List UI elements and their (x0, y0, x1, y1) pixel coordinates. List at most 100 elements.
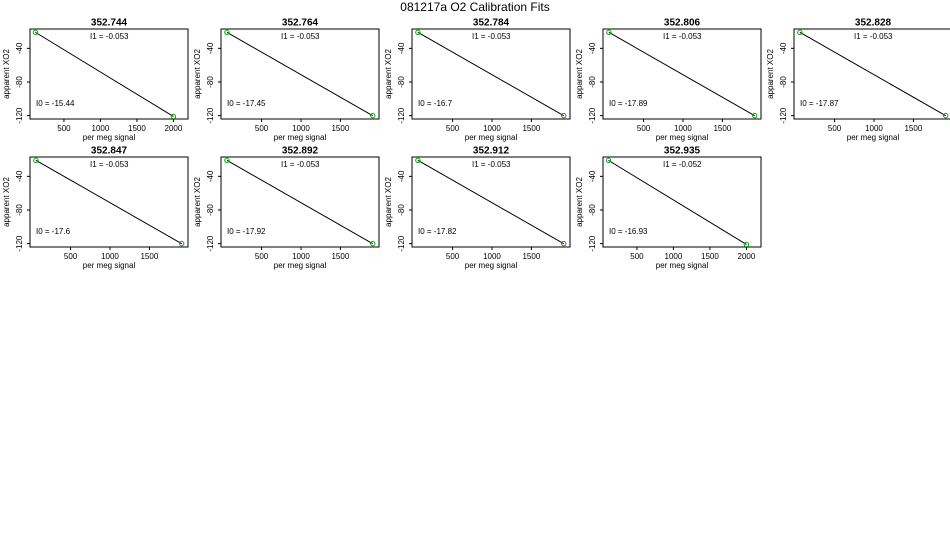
y-tick-label: -40 (588, 170, 597, 182)
annotation: I0 = -17.89 (609, 99, 648, 108)
y-axis-label: apparent XO2 (575, 177, 584, 227)
x-tick-label: 1500 (713, 124, 731, 133)
fit-line (226, 31, 373, 117)
plot-frame (411, 156, 571, 248)
y-tick-label: -120 (397, 107, 406, 124)
y-tick-label: -120 (588, 235, 597, 252)
plot-frame (220, 28, 380, 120)
x-tick-label: 1000 (674, 124, 692, 133)
plot-frame (29, 156, 189, 248)
x-axis-label: per meg signal (847, 133, 900, 142)
fit-line (35, 31, 174, 117)
y-tick-label: -120 (206, 107, 215, 124)
y-tick-label: -80 (206, 204, 215, 216)
annotation: I0 = -17.92 (227, 227, 266, 236)
data-point (415, 157, 421, 164)
data-point (224, 157, 230, 164)
data-point (32, 29, 39, 36)
data-point (942, 112, 949, 119)
y-tick-label: -80 (397, 204, 406, 216)
x-tick-label: 500 (446, 252, 460, 261)
plot-frame (411, 28, 571, 120)
annotation: I0 = -16.7 (418, 99, 453, 108)
x-axis-label: per meg signal (656, 133, 709, 142)
x-tick-label: 500 (446, 124, 460, 133)
x-tick-label: 1000 (292, 124, 310, 133)
data-point (560, 112, 567, 119)
y-tick-label: -120 (206, 235, 215, 252)
panel-title: 352.744 (91, 18, 128, 29)
y-tick-label: -80 (206, 76, 215, 88)
annotation: I1 = -0.053 (90, 32, 129, 41)
y-axis-label: apparent XO2 (193, 49, 202, 99)
fit-line (608, 31, 755, 117)
x-axis-label: per meg signal (274, 133, 327, 142)
x-tick-label: 1000 (483, 124, 501, 133)
x-tick-label: 1500 (140, 252, 158, 261)
y-tick-label: -40 (397, 170, 406, 182)
fit-line (226, 159, 373, 245)
x-tick-label: 1500 (331, 252, 349, 261)
x-tick-label: 1000 (865, 124, 883, 133)
data-point (606, 29, 612, 36)
x-axis-label: per meg signal (465, 133, 518, 142)
y-tick-label: -120 (15, 235, 24, 252)
plot-frame (793, 28, 950, 120)
annotation: I1 = -0.053 (472, 32, 511, 41)
x-tick-label: 500 (637, 124, 651, 133)
panel: 352.828 500 1000 1500 -40 -80 -120 per meg sign… (766, 18, 950, 142)
annotation: I1 = -0.053 (663, 32, 702, 41)
panel-title: 352.828 (855, 18, 892, 29)
fit-line (417, 159, 564, 245)
y-axis-label: apparent XO2 (193, 177, 202, 227)
y-axis-label: apparent XO2 (384, 177, 393, 227)
x-tick-label: 500 (255, 124, 269, 133)
panel-title: 352.764 (282, 18, 319, 29)
annotation: I1 = -0.053 (472, 160, 511, 169)
x-tick-label: 500 (64, 252, 78, 261)
y-tick-label: -80 (588, 76, 597, 88)
figure-title: 081217a O2 Calibration Fits (400, 0, 549, 14)
x-tick-label: 1500 (331, 124, 349, 133)
plot-frame (220, 156, 380, 248)
y-tick-label: -40 (15, 170, 24, 182)
plot-frame (29, 28, 189, 120)
x-axis-label: per meg signal (465, 261, 518, 270)
y-tick-label: -120 (779, 107, 788, 124)
annotation: I1 = -0.052 (663, 160, 702, 169)
plot-frame (602, 28, 762, 120)
panel-title: 352.784 (473, 18, 510, 29)
annotation: I0 = -17.87 (800, 99, 839, 108)
annotation: I0 = -16.93 (609, 227, 648, 236)
annotation: I1 = -0.053 (281, 160, 320, 169)
data-point (369, 112, 376, 119)
x-tick-label: 1000 (101, 252, 119, 261)
y-tick-label: -40 (15, 42, 24, 54)
x-tick-label: 500 (57, 124, 71, 133)
panel-title: 352.912 (473, 146, 510, 157)
data-point (224, 29, 230, 36)
y-tick-label: -80 (588, 204, 597, 216)
y-tick-label: -40 (397, 42, 406, 54)
data-point (560, 240, 567, 247)
annotation: I1 = -0.053 (90, 160, 129, 169)
x-axis-label: per meg signal (274, 261, 327, 270)
y-tick-label: -40 (588, 42, 597, 54)
panel: 352.784 500 1000 1500 -40 -80 -120 per meg sign… (384, 18, 571, 142)
data-point (605, 157, 612, 164)
fit-line (608, 159, 747, 245)
annotation: I1 = -0.053 (281, 32, 320, 41)
y-tick-label: -40 (206, 170, 215, 182)
y-tick-label: -80 (779, 76, 788, 88)
panel-title: 352.847 (91, 146, 128, 157)
x-axis-label: per meg signal (656, 261, 709, 270)
x-tick-label: 1500 (522, 124, 540, 133)
annotation: I0 = -15.44 (36, 99, 75, 108)
data-point (743, 241, 750, 248)
data-point (751, 112, 758, 119)
x-axis-label: per meg signal (83, 133, 136, 142)
x-tick-label: 1000 (92, 124, 110, 133)
plot-frame (602, 156, 762, 248)
panel-title: 352.806 (664, 18, 701, 29)
y-tick-label: -120 (397, 235, 406, 252)
